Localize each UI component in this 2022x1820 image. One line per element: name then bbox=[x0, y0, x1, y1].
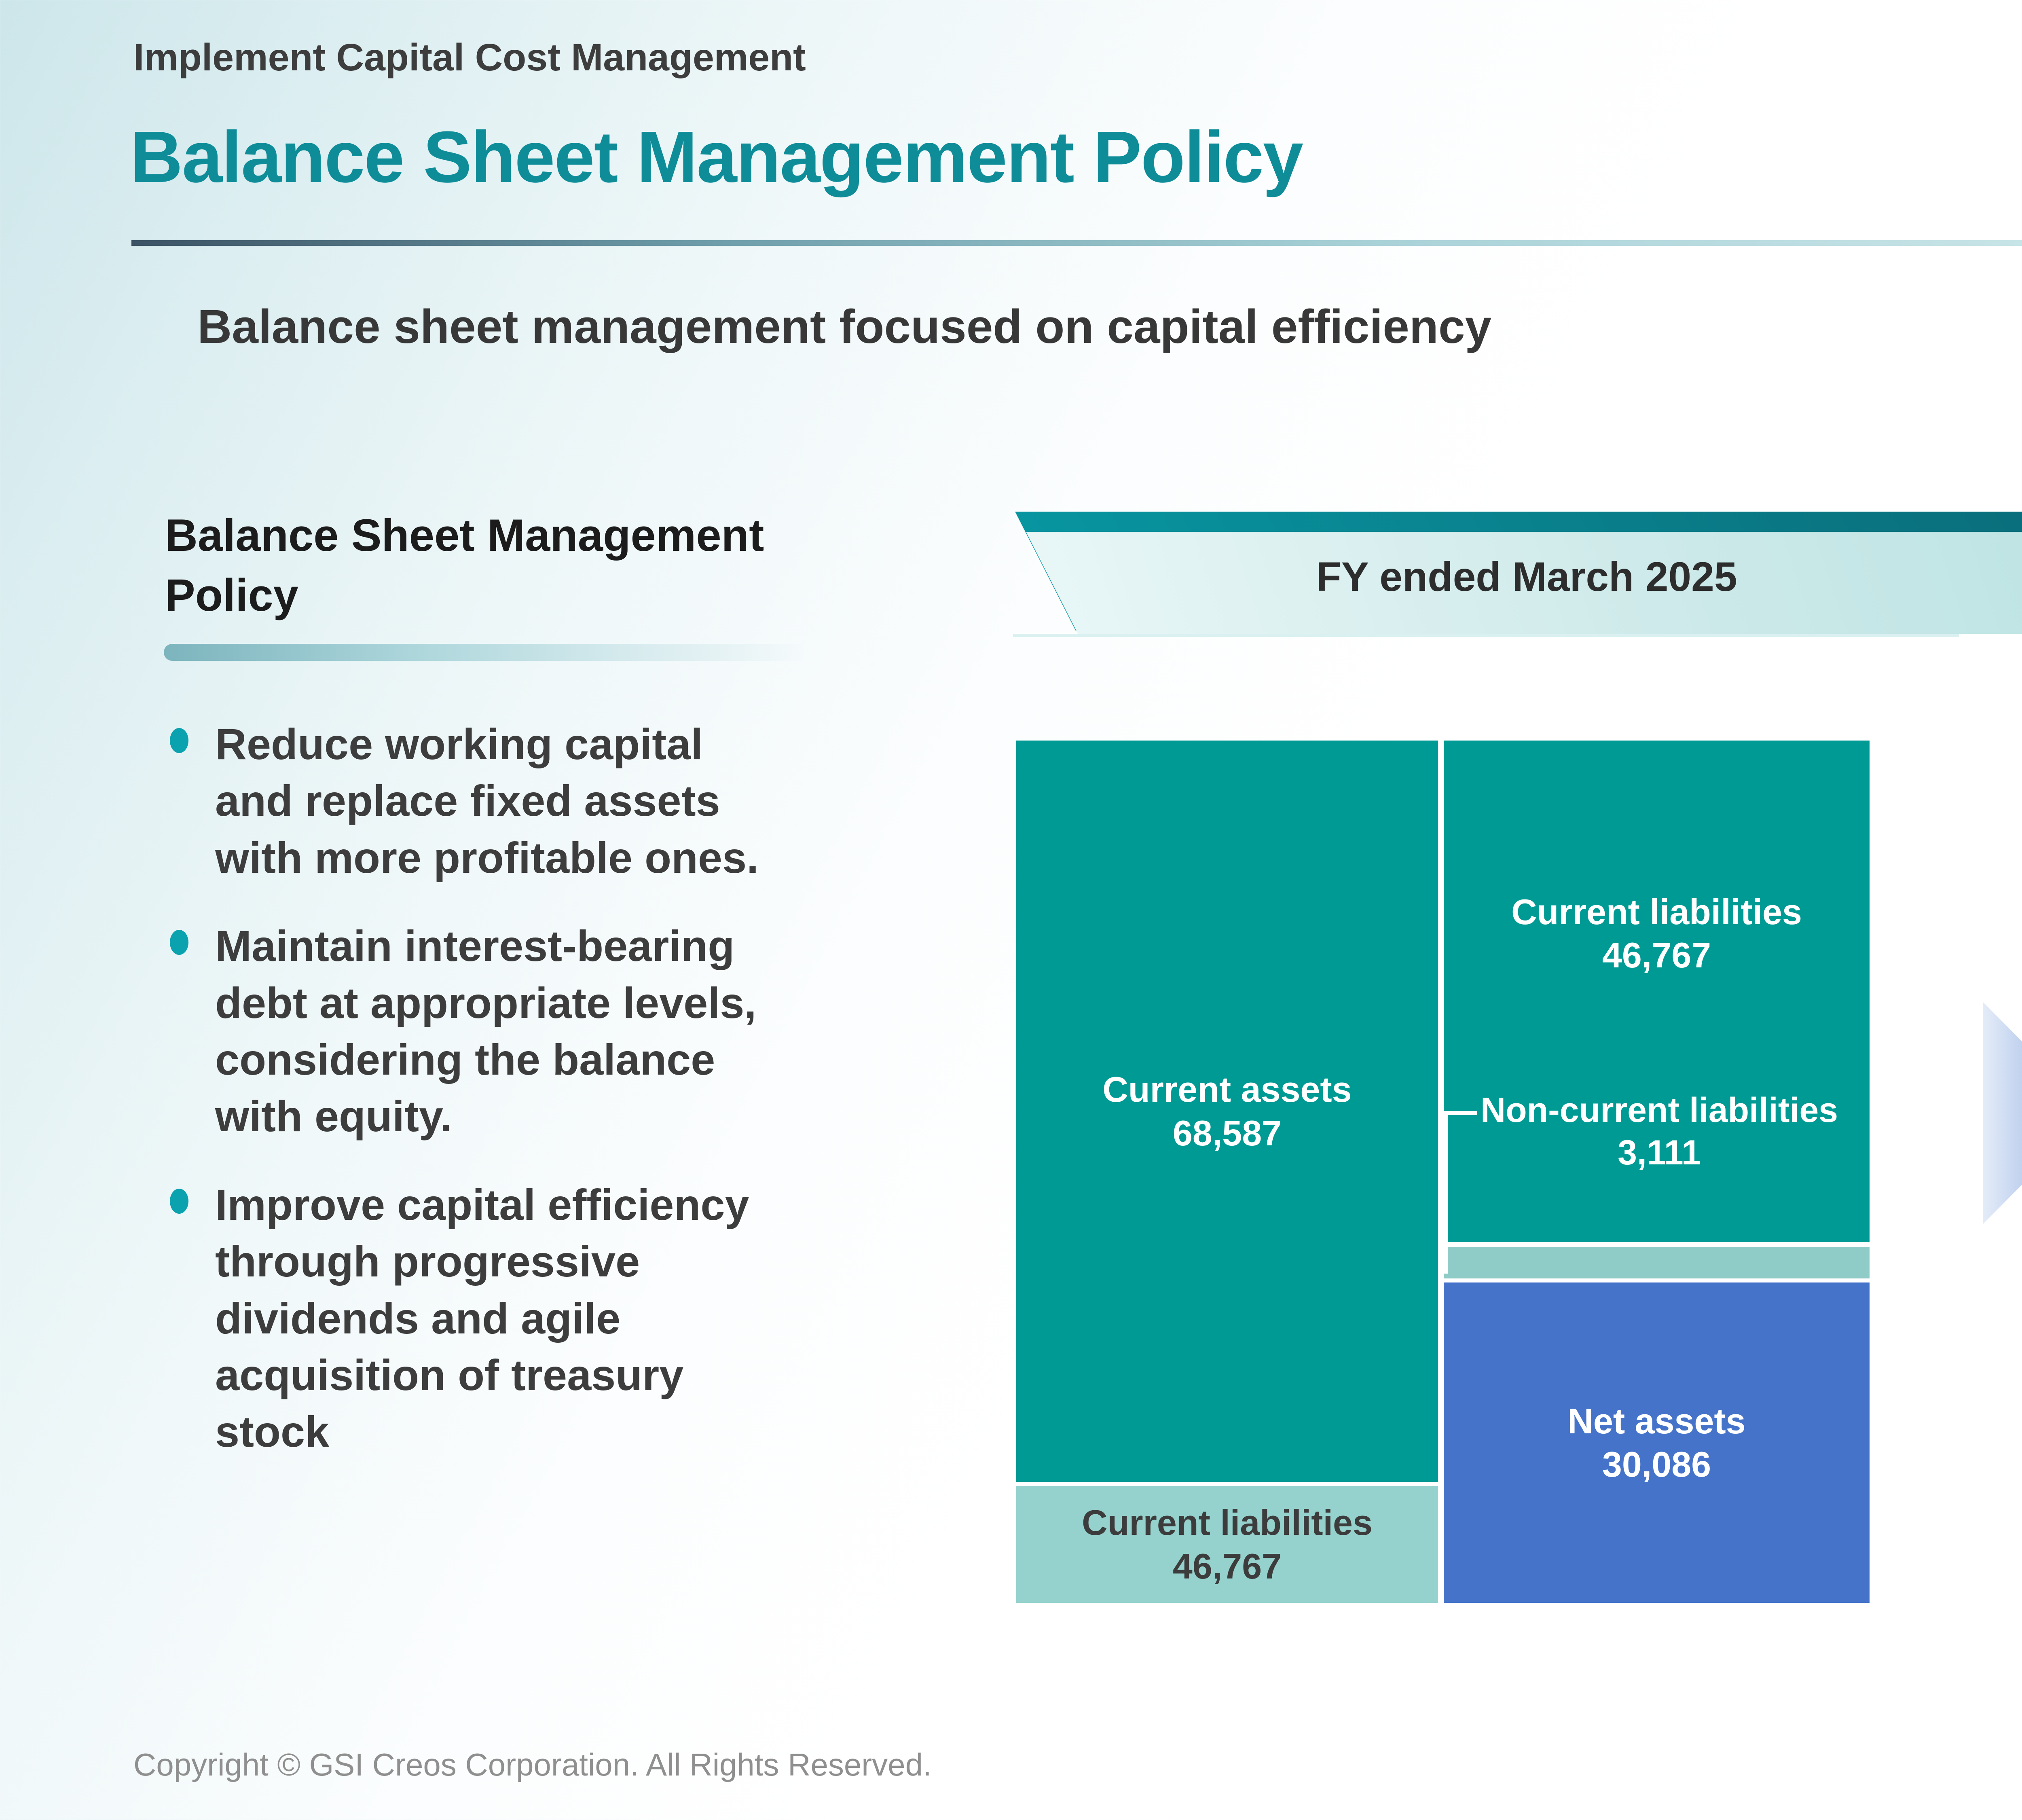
bullet-dot-icon bbox=[170, 1188, 188, 1214]
title-divider bbox=[131, 240, 2022, 246]
policy-panel-heading: Balance Sheet Management Policy bbox=[165, 510, 764, 620]
fy2025-current-assets-block: Current assets 68,587 bbox=[1016, 741, 1438, 1482]
right-arrow-icon bbox=[1983, 1002, 2022, 1224]
list-item: Maintain interest-bearing debt at approp… bbox=[170, 918, 938, 1145]
policy-bullet-text: Reduce working capital and replace fixed… bbox=[215, 720, 759, 882]
bullet-dot-icon bbox=[170, 930, 188, 955]
fy2025-noncurrent-liabilities-sliver bbox=[1444, 1247, 1870, 1278]
policy-bullet-text: Maintain interest-bearing debt at approp… bbox=[215, 921, 757, 1141]
banner-underline bbox=[1013, 634, 1959, 637]
slide-subtitle: Balance sheet management focused on capi… bbox=[197, 300, 1492, 353]
fy2025-balance-sheet-chart: Current assets 68,587 Current liabilitie… bbox=[1016, 741, 1870, 1603]
segment-value: 3,111 bbox=[1618, 1133, 1701, 1172]
list-item: Reduce working capital and replace fixed… bbox=[170, 716, 938, 886]
segment-value: 46,767 bbox=[1602, 935, 1711, 976]
bullet-dot-icon bbox=[170, 728, 188, 753]
fy2025-net-assets-block: Net assets 30,086 bbox=[1444, 1282, 1870, 1603]
fy2025-banner-label: FY ended March 2025 bbox=[1316, 554, 1737, 600]
policy-panel-underline bbox=[164, 644, 807, 661]
policy-bullet-text: Improve capital efficiency through progr… bbox=[215, 1180, 749, 1456]
copyright-footer: Copyright © GSI Creos Corporation. All R… bbox=[133, 1747, 932, 1782]
fy2025-current-liabilities-block: Current liabilities Current liabilities … bbox=[1444, 741, 1870, 1242]
fy2025-noncurrent-liabilities-label: Non-current liabilities 3,111 bbox=[1455, 1089, 1863, 1174]
list-item: Improve capital efficiency through progr… bbox=[170, 1177, 938, 1460]
segment-value: 68,587 bbox=[1172, 1113, 1282, 1153]
segment-label: Net assets bbox=[1567, 1401, 1746, 1441]
segment-value: 46,767 bbox=[1172, 1546, 1282, 1586]
slide-kicker: Implement Capital Cost Management bbox=[133, 36, 806, 79]
segment-label: Current liabilities bbox=[1082, 1503, 1373, 1543]
page-title: Balance Sheet Management Policy bbox=[130, 116, 1303, 198]
segment-label: Current assets bbox=[1102, 1069, 1352, 1110]
segment-label: Non-current liabilities bbox=[1480, 1091, 1838, 1130]
noncurrent-liabilities-bracket bbox=[1444, 1111, 1477, 1274]
segment-label: Current liabilities bbox=[1511, 892, 1802, 932]
policy-bullet-list: Reduce working capital and replace fixed… bbox=[170, 716, 938, 1492]
segment-value: 30,086 bbox=[1602, 1444, 1711, 1484]
fy2025-noncurrent-assets-block: Current liabilities 46,767 bbox=[1016, 1486, 1438, 1603]
